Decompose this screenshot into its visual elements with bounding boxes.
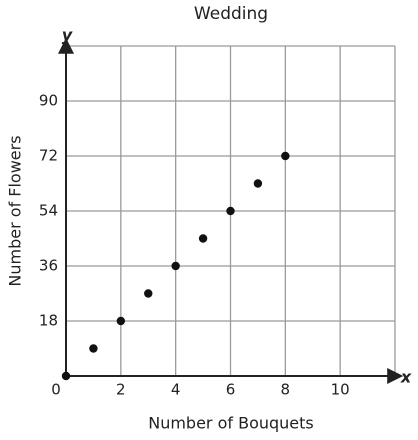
point [253, 179, 263, 188]
y-tick-label: 90 [39, 92, 58, 110]
x-axis-name: x [400, 368, 412, 387]
x-tick-label: 0 [51, 381, 61, 399]
y-tick-label: 18 [39, 312, 58, 330]
point [116, 316, 126, 326]
y-tick-label: 54 [39, 202, 58, 220]
point [61, 371, 71, 381]
x-tick-label: 8 [281, 381, 291, 399]
point [171, 261, 180, 271]
x-tick-label: 10 [331, 381, 350, 399]
x-tick-label: 6 [226, 381, 236, 399]
y-tick-label: 72 [39, 147, 58, 165]
y-axis-name: y [62, 26, 73, 45]
x-axis-label: Number of Bouquets [148, 414, 314, 433]
point [198, 234, 208, 243]
y-tick-label: 36 [39, 257, 58, 275]
point [89, 344, 98, 353]
x-tick-label: 4 [171, 381, 181, 399]
point [281, 151, 290, 161]
point [144, 289, 153, 298]
chart-title: Wedding [194, 4, 268, 24]
y-axis-label: Number of Flowers [6, 135, 25, 286]
x-tick-label: 2 [116, 381, 126, 399]
point [226, 206, 235, 216]
